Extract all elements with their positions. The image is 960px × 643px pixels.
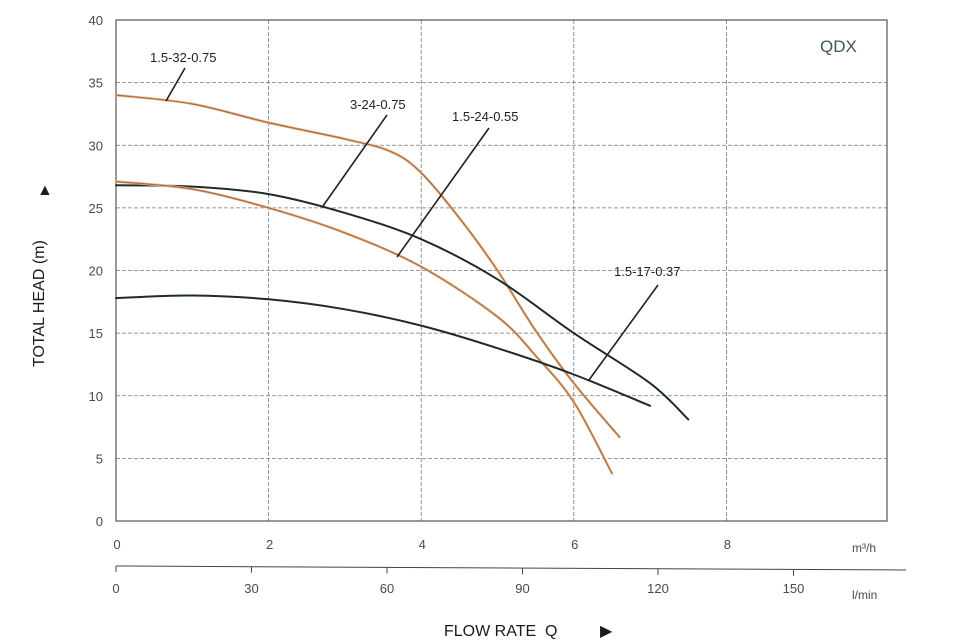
curve-labels: 1.5-32-0.75 3-24-0.75 1.5-24-0.55 1.5-17-0.… [150,50,681,381]
grid-lines [116,20,887,521]
x-tick-label-primary: 8 [724,537,731,552]
pump-curve-halo [114,180,614,475]
y-tick-label: 10 [89,389,103,404]
x-unit-primary: m³/h [852,541,876,555]
y-tick-label: 35 [89,76,103,91]
x-axis-title: FLOW RATE Q [444,623,557,640]
x-axis-secondary-line [115,565,907,571]
curve-label: 1.5-32-0.75 [150,50,217,65]
x-tick-label-secondary: 120 [647,581,669,596]
y-axis-ticks: 0 5 10 15 20 25 30 35 40 [89,13,103,529]
x-tick-label-secondary: 30 [244,581,258,596]
callout-leader-line [165,67,186,102]
x-tick-label-primary: 0 [113,537,120,552]
x-tick-label-secondary: 150 [783,581,805,596]
x-axis-primary-ticks: 0 2 4 6 8 [113,537,731,552]
x-tick-label-primary: 2 [266,537,273,552]
curve-label: 1.5-17-0.37 [614,264,681,279]
pump-curve-halo [114,93,621,439]
pump-curves [114,93,690,475]
callout-leader-line [396,127,490,258]
x-axis-secondary: 0 30 60 90 120 150 [112,565,907,596]
brand-label: QDX [820,37,857,56]
y-tick-label: 25 [89,201,103,216]
y-tick-label: 20 [89,264,103,279]
y-tick-label: 0 [96,514,103,529]
pump-curve-3-24-0.75 [115,184,690,421]
x-tick-label-primary: 6 [571,537,578,552]
plot-frame [115,19,888,522]
y-tick-label: 40 [89,13,103,28]
x-tick-label-primary: 4 [419,537,426,552]
pump-curve-1.5-17-0.37 [115,294,652,407]
y-axis-title-text: TOTAL HEAD (m) [31,240,48,367]
x-axis-arrow-icon: ▶ [600,623,613,640]
curve-label: 3-24-0.75 [350,97,406,112]
x-tick-label-secondary: 0 [112,581,119,596]
x-unit-secondary: l/min [852,588,877,602]
x-tick-label-secondary: 90 [515,581,529,596]
y-tick-label: 30 [89,138,103,153]
y-axis-title: TOTAL HEAD (m) ▲ [31,182,53,367]
y-tick-label: 15 [89,326,103,341]
y-axis-arrow-icon: ▲ [37,182,53,199]
pump-curve-1.5-24-0.55 [115,181,613,474]
y-tick-label: 5 [96,451,103,466]
curve-label: 1.5-24-0.55 [452,109,519,124]
x-tick-label-secondary: 60 [380,581,394,596]
callout-leader-line [322,114,388,207]
callout-leader-line [588,284,659,381]
pump-curve-1.5-32-0.75 [115,94,621,438]
